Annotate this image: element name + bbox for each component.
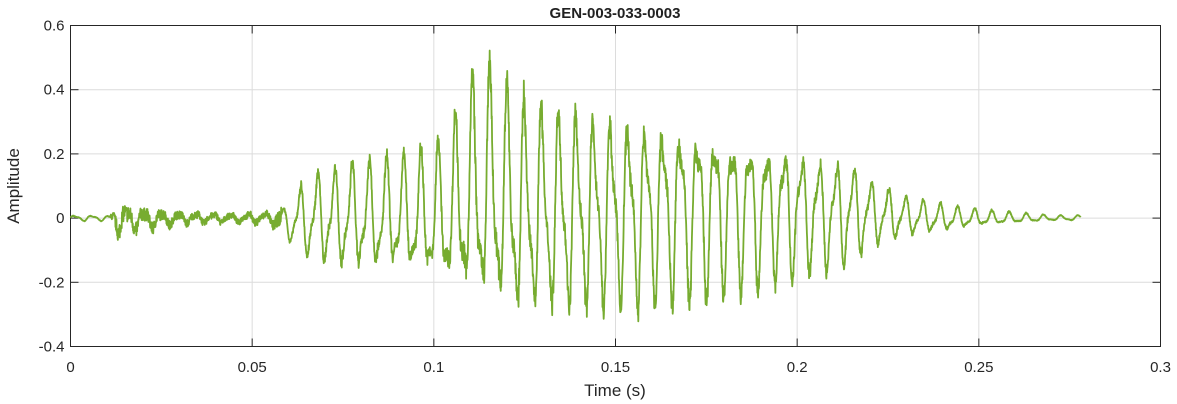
y-axis-label: Amplitude [4, 148, 23, 224]
grid-layer [70, 25, 1161, 347]
y-tick-label: -0.4 [39, 339, 65, 356]
y-tick-label: 0.6 [44, 18, 65, 35]
y-tick-label: 0.2 [44, 146, 65, 163]
x-tick-label: 0.2 [787, 359, 808, 376]
y-tick-label: -0.2 [39, 274, 65, 291]
chart-title: GEN-003-033-0003 [550, 5, 681, 22]
waveform-line [69, 49, 1082, 323]
x-tick-label: 0.1 [423, 359, 444, 376]
x-tick-label: 0 [66, 359, 74, 376]
x-tick-label: 0.05 [238, 359, 267, 376]
x-tick-label: 0.3 [1150, 359, 1171, 376]
x-tick-label: 0.25 [964, 359, 993, 376]
x-tick-label: 0.15 [601, 359, 630, 376]
series-layer [69, 49, 1082, 323]
ticks-layer: 0 0.05 0.1 0.15 0.2 0.25 0.3 -0.4 -0.2 0 0.2 0.4 0.6 [39, 18, 1171, 377]
x-axis-label: Time (s) [584, 381, 646, 400]
y-tick-label: 0.4 [44, 82, 65, 99]
y-tick-label: 0 [56, 210, 64, 227]
